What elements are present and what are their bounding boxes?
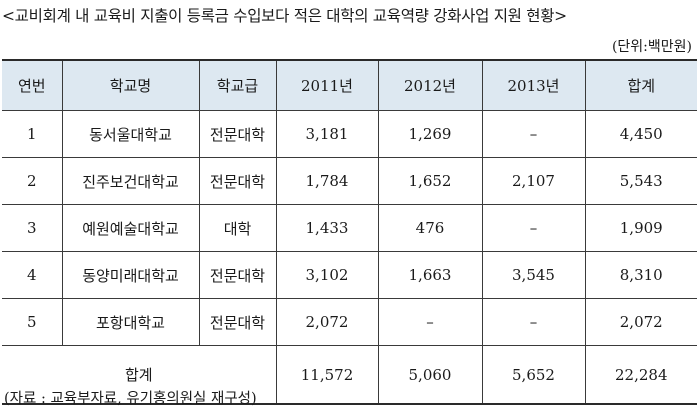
row-school-name: 동서울대학교: [61, 110, 200, 158]
row-school-type: 전문대학: [198, 251, 277, 299]
total-2011: 11,572: [275, 345, 379, 405]
header-school-name: 학교명: [61, 59, 200, 111]
row-school-name: 예원예술대학교: [61, 204, 200, 252]
row-2013: 3,545: [481, 251, 586, 299]
table-row: 3 예원예술대학교 대학 1,433 476 – 1,909: [2, 204, 697, 252]
header-index: 연번: [2, 59, 63, 111]
row-2012: –: [377, 298, 483, 346]
header-total: 합계: [584, 59, 697, 111]
source-note: (자료 : 교육부자료, 유기홍의원실 재구성): [4, 391, 257, 407]
row-2012: 1,269: [377, 110, 483, 158]
row-index: 2: [2, 157, 63, 205]
row-total: 4,450: [584, 110, 697, 158]
row-2012: 1,663: [377, 251, 483, 299]
row-2013: –: [481, 110, 586, 158]
total-sum: 22,284: [584, 345, 697, 405]
table-total-row: 합계 11,572 5,060 5,652 22,284: [2, 345, 697, 405]
row-index: 3: [2, 204, 63, 252]
support-status-table: 연번 학교명 학교급 2011년 2012년 2013년 합계 1 동서울대학교…: [2, 59, 697, 405]
table-row: 5 포항대학교 전문대학 2,072 – – 2,072: [2, 298, 697, 346]
row-2011: 1,784: [275, 157, 379, 205]
row-2013: –: [481, 204, 586, 252]
row-school-type: 대학: [198, 204, 277, 252]
row-2013: –: [481, 298, 586, 346]
row-2011: 3,102: [275, 251, 379, 299]
row-school-type: 전문대학: [198, 298, 277, 346]
header-2012: 2012년: [377, 59, 483, 111]
table-row: 1 동서울대학교 전문대학 3,181 1,269 – 4,450: [2, 110, 697, 158]
row-2012: 1,652: [377, 157, 483, 205]
total-2013: 5,652: [481, 345, 586, 405]
row-total: 2,072: [584, 298, 697, 346]
row-total: 1,909: [584, 204, 697, 252]
table-row: 4 동양미래대학교 전문대학 3,102 1,663 3,545 8,310: [2, 251, 697, 299]
row-school-name: 포항대학교: [61, 298, 200, 346]
table-row: 2 진주보건대학교 전문대학 1,784 1,652 2,107 5,543: [2, 157, 697, 205]
row-2011: 1,433: [275, 204, 379, 252]
row-index: 5: [2, 298, 63, 346]
total-label: 합계: [2, 345, 277, 405]
row-index: 4: [2, 251, 63, 299]
row-school-type: 전문대학: [198, 157, 277, 205]
row-2011: 2,072: [275, 298, 379, 346]
document-title: <교비회계 내 교육비 지출이 등록금 수입보다 적은 대학의 교육역량 강화사…: [2, 7, 567, 25]
table-header-row: 연번 학교명 학교급 2011년 2012년 2013년 합계: [2, 59, 697, 111]
header-school-type: 학교급: [198, 59, 277, 111]
row-index: 1: [2, 110, 63, 158]
header-2013: 2013년: [481, 59, 586, 111]
row-total: 8,310: [584, 251, 697, 299]
header-2011: 2011년: [275, 59, 379, 111]
row-2012: 476: [377, 204, 483, 252]
row-school-name: 진주보건대학교: [61, 157, 200, 205]
row-2011: 3,181: [275, 110, 379, 158]
row-total: 5,543: [584, 157, 697, 205]
row-2013: 2,107: [481, 157, 586, 205]
unit-label: (단위:백만원): [611, 39, 692, 55]
row-school-type: 전문대학: [198, 110, 277, 158]
row-school-name: 동양미래대학교: [61, 251, 200, 299]
total-2012: 5,060: [377, 345, 483, 405]
